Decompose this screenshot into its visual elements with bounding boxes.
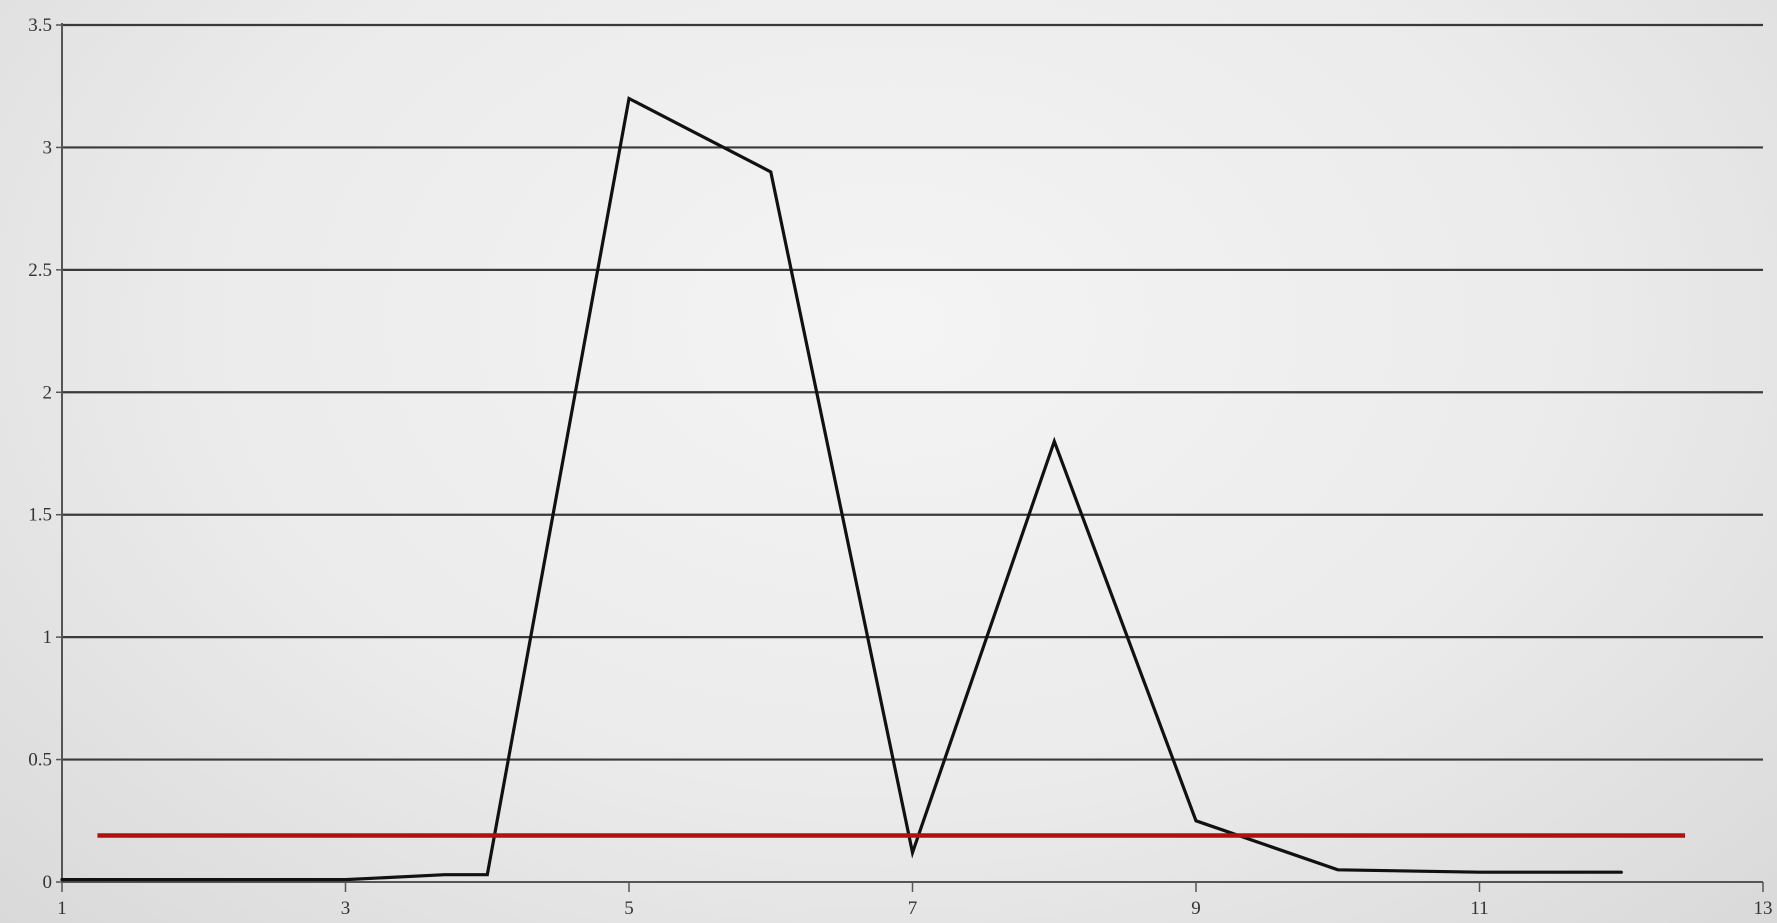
y-axis-ticks: 0 0.5 1 1.5 2 2.5 3 3.5: [28, 15, 62, 893]
x-tick-label: 9: [1191, 898, 1201, 919]
x-tick-label: 11: [1470, 898, 1488, 919]
x-axis-ticks: 1 3 5 7 9 11 13: [57, 882, 1773, 919]
y-tick-label: 1: [43, 627, 53, 648]
x-tick-label: 5: [624, 898, 634, 919]
y-tick-label: 0.5: [28, 750, 52, 771]
x-tick-label: 13: [1754, 898, 1773, 919]
y-tick-label: 3: [43, 137, 53, 158]
y-tick-label: 2.5: [28, 260, 52, 281]
x-tick-label: 3: [341, 898, 351, 919]
y-tick-label: 2: [43, 382, 53, 403]
y-tick-label: 0: [43, 872, 53, 893]
series-lines: [60, 96, 1623, 882]
series-line: [60, 96, 1623, 882]
grid-lines: [62, 23, 1763, 761]
y-tick-label: 1.5: [28, 505, 52, 526]
x-tick-label: 7: [908, 898, 918, 919]
x-tick-label: 1: [57, 898, 67, 919]
y-tick-label: 3.5: [28, 15, 52, 36]
